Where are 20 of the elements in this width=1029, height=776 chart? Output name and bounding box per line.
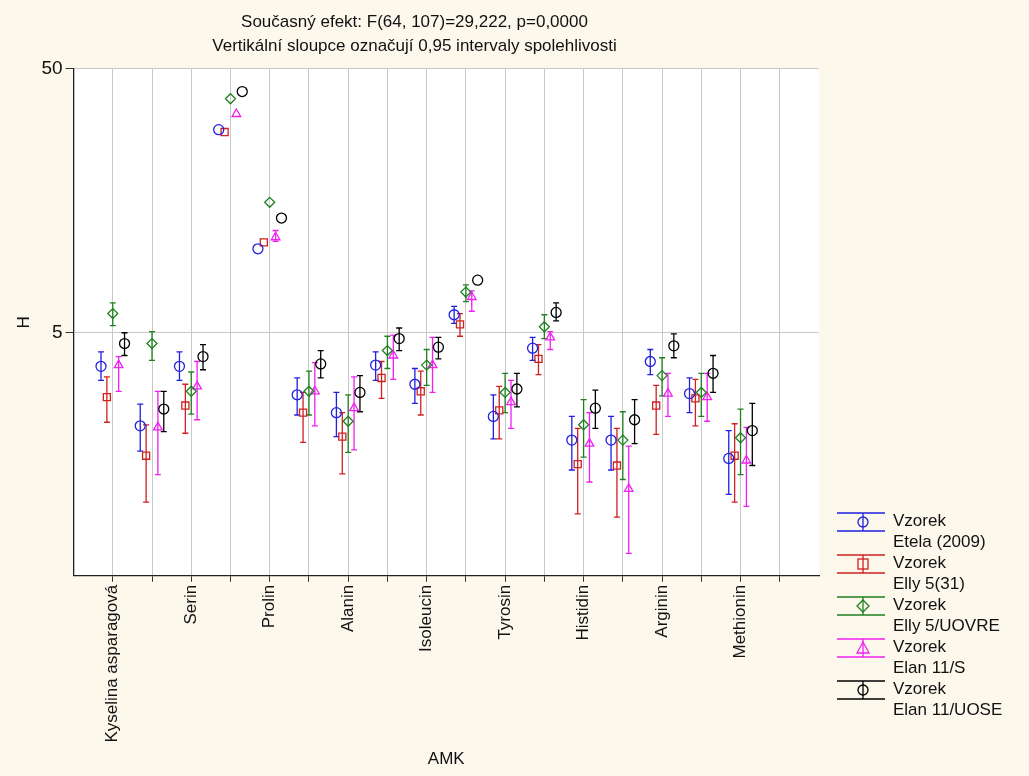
x-axis-title: AMK	[427, 749, 466, 769]
y-tick-label: 50	[41, 57, 63, 79]
x-tick-label: Tyrosin	[494, 584, 514, 640]
x-tick-label: Histidin	[573, 584, 593, 641]
chart-subtitle: Vertikální sloupce označují 0,95 intervaly spolehlivosti	[212, 36, 617, 56]
chart-title: Současný efekt: F(64, 107)=29,222, p=0,0000	[241, 11, 588, 31]
x-tick-label: Kyselina asparagová	[102, 584, 122, 743]
y-axis-title: H	[13, 316, 33, 329]
y-tick-label: 5	[51, 320, 63, 342]
legend-label: Vzorek Elly 5(31)	[893, 552, 965, 594]
legend-label: Vzorek Etela (2009)	[893, 510, 986, 552]
x-tick-label: Methionin	[730, 584, 750, 659]
x-tick-label: Serin	[180, 584, 200, 625]
x-tick-label: Arginin	[651, 584, 671, 638]
x-tick-label: Alanin	[337, 584, 357, 633]
x-tick-label: Isoleucin	[416, 584, 436, 652]
legend-label: Vzorek Elly 5/UOVRE	[893, 594, 1000, 636]
legend-label: Vzorek Elan 11/S	[893, 636, 966, 678]
x-tick-label: Prolin	[259, 584, 279, 629]
legend-label: Vzorek Elan 11/UOSE	[893, 678, 1003, 720]
